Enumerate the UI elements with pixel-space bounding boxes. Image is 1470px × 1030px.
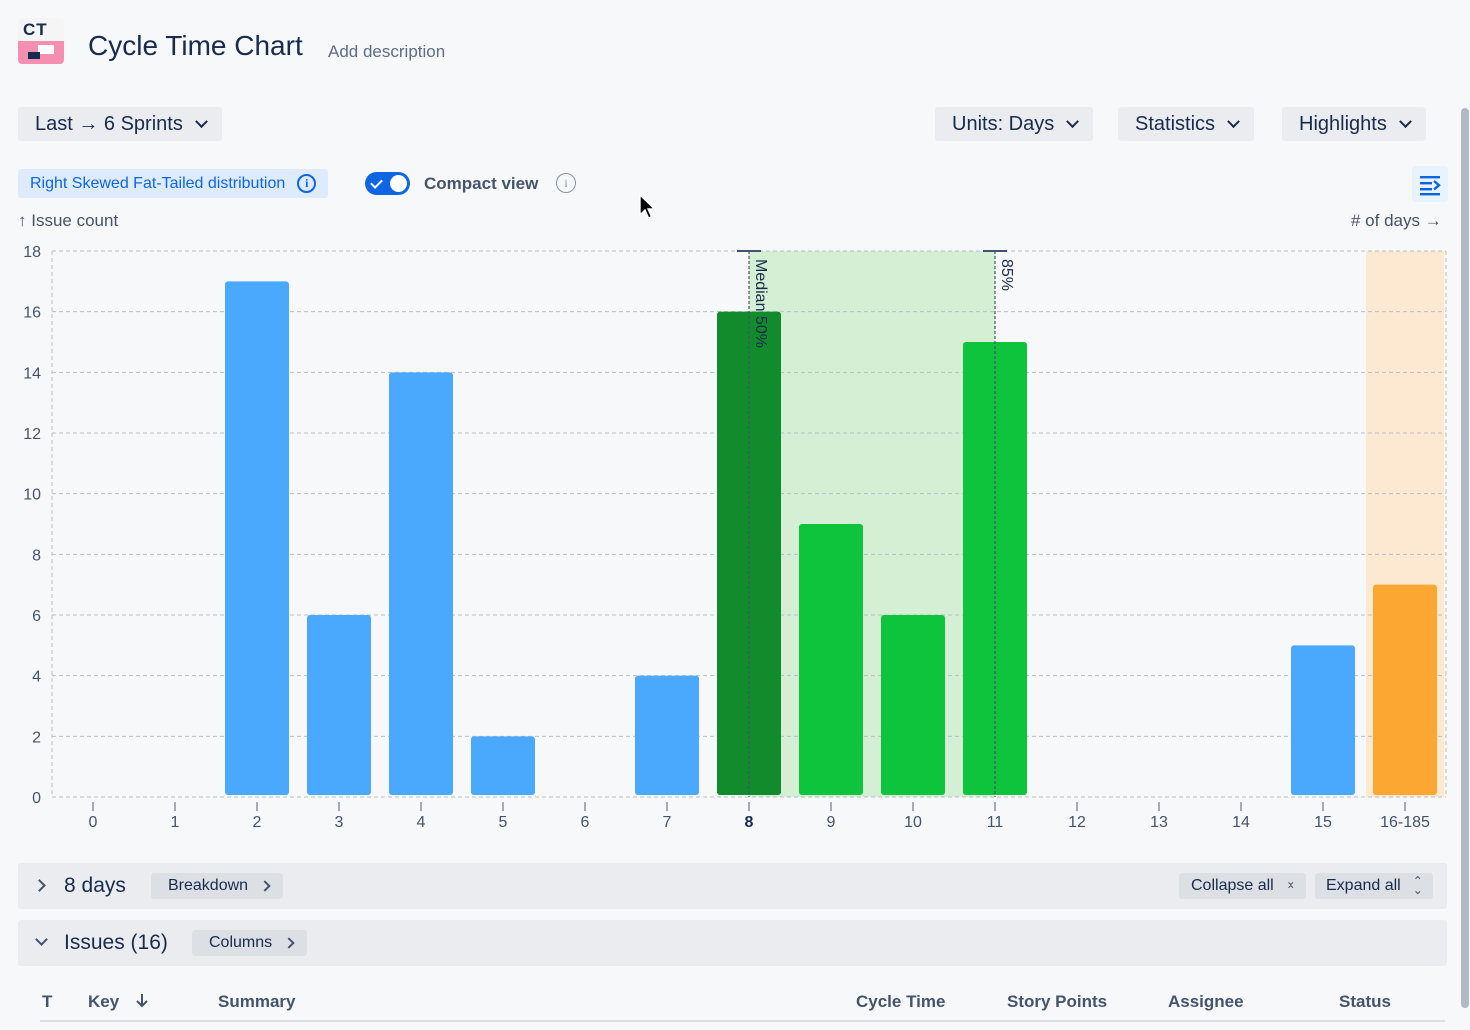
units-label: Units: Days xyxy=(952,112,1055,135)
col-header-assignee[interactable]: Assignee xyxy=(1168,992,1244,1011)
breakdown-button-label: Breakdown xyxy=(168,877,249,894)
x-tick-label: 16-185 xyxy=(1380,814,1430,831)
sprint-range-dropdown[interactable]: Last → 6 Sprints xyxy=(18,107,222,141)
bar-5 xyxy=(471,736,535,795)
chevron-right-icon xyxy=(283,937,295,949)
panel-list-icon xyxy=(1420,176,1441,196)
col-header-summary[interactable]: Summary xyxy=(218,992,296,1011)
chevron-down-icon[interactable] xyxy=(35,933,48,946)
issues-row[interactable]: Issues (16) Columns xyxy=(18,920,1447,966)
bar-15 xyxy=(1291,645,1355,795)
check-icon xyxy=(370,176,383,189)
highlights-dropdown[interactable]: Highlights xyxy=(1282,107,1426,141)
y-tick-label: 14 xyxy=(23,365,41,382)
chevron-down-icon xyxy=(1227,114,1240,128)
x-tick-label: 15 xyxy=(1314,814,1332,831)
y-tick-label: 18 xyxy=(23,244,41,261)
x-tick-label: 0 xyxy=(89,814,98,831)
bar-10 xyxy=(881,615,945,795)
x-tick-label: 1 xyxy=(171,814,180,831)
marker-label: Median 50% xyxy=(752,259,769,348)
x-tick-label: 7 xyxy=(663,814,672,831)
y-tick-label: 2 xyxy=(32,729,41,746)
collapse-icon: ⌄ ⌃ xyxy=(1285,874,1296,897)
info-icon[interactable]: i xyxy=(556,173,576,193)
statistics-dropdown[interactable]: Statistics xyxy=(1118,107,1255,141)
collapse-all-button[interactable]: Collapse all ⌄ ⌃ xyxy=(1179,873,1306,899)
y-tick-label: 0 xyxy=(32,790,41,807)
expand-all-label: Expand all xyxy=(1326,877,1401,894)
columns-button-label: Columns xyxy=(209,934,273,951)
x-tick-label: 11 xyxy=(987,814,1004,831)
breakdown-row[interactable]: 8 days Breakdown Collapse all ⌄ ⌃ Expand … xyxy=(18,863,1447,909)
expand-all-button[interactable]: Expand all ⌃ ⌄ xyxy=(1315,873,1433,899)
chevron-down-icon xyxy=(194,114,208,128)
x-tick-label: 9 xyxy=(827,814,836,831)
collapse-all-label: Collapse all xyxy=(1191,877,1274,894)
breakdown-button[interactable]: Breakdown xyxy=(151,873,284,899)
page-scrollbar[interactable] xyxy=(1461,108,1469,1008)
y-tick-label: 4 xyxy=(32,669,41,686)
x-tick-label: 12 xyxy=(1068,814,1086,831)
x-tick-label: 10 xyxy=(904,814,922,831)
side-panel-button[interactable] xyxy=(1412,166,1448,202)
y-tick-label: 12 xyxy=(23,426,41,443)
compact-view-label: Compact view xyxy=(424,174,539,193)
table-header-divider xyxy=(40,1020,1445,1022)
bar-9 xyxy=(799,524,863,795)
chevron-right-icon[interactable] xyxy=(33,879,46,892)
compact-view-toggle[interactable] xyxy=(365,172,410,195)
bar-4 xyxy=(389,372,453,795)
chevron-right-icon xyxy=(259,880,271,892)
units-dropdown[interactable]: Units: Days xyxy=(935,107,1094,141)
y-tick-label: 8 xyxy=(32,547,41,564)
sort-down-icon[interactable] xyxy=(135,993,149,1009)
col-header-type[interactable]: T xyxy=(42,992,53,1011)
bar-16-185 xyxy=(1373,584,1437,795)
x-tick-label: 3 xyxy=(335,814,344,831)
x-tick-label: 14 xyxy=(1232,814,1250,831)
highlights-label: Highlights xyxy=(1299,112,1387,135)
mouse-cursor-icon xyxy=(639,194,656,219)
y-tick-label: 16 xyxy=(23,305,41,322)
chevron-down-icon xyxy=(1398,114,1412,128)
y-tick-label: 10 xyxy=(23,487,41,504)
distribution-label: Right Skewed Fat-Tailed distribution xyxy=(30,174,286,192)
y-tick-label: 6 xyxy=(32,608,41,625)
x-axis-label: # of days → xyxy=(1351,211,1442,230)
x-tick-label: 13 xyxy=(1150,814,1168,831)
issues-count-label: Issues (16) xyxy=(64,931,168,954)
col-header-status[interactable]: Status xyxy=(1339,992,1391,1011)
col-header-cycle-time[interactable]: Cycle Time xyxy=(856,992,946,1011)
marker-label: 85% xyxy=(998,259,1015,291)
info-icon[interactable]: i xyxy=(297,174,317,193)
statistics-label: Statistics xyxy=(1135,112,1216,135)
add-description-link[interactable]: Add description xyxy=(328,42,446,61)
breakdown-days-label: 8 days xyxy=(64,874,126,897)
logo-text: CT xyxy=(23,20,48,39)
col-header-key[interactable]: Key xyxy=(88,992,120,1011)
chevron-down-icon xyxy=(1066,114,1080,128)
columns-button[interactable]: Columns xyxy=(192,930,308,956)
x-tick-label: 4 xyxy=(417,814,426,831)
x-tick-label: 6 xyxy=(581,814,590,831)
distribution-badge[interactable]: Right Skewed Fat-Tailed distribution i xyxy=(18,169,329,198)
x-tick-label: 5 xyxy=(499,814,508,831)
x-tick-label: 8 xyxy=(745,814,754,831)
app-logo: CT xyxy=(18,18,64,64)
y-axis-label: ↑ Issue count xyxy=(18,211,119,230)
bar-2 xyxy=(225,281,289,795)
percentile-band xyxy=(749,251,995,797)
page-title: Cycle Time Chart xyxy=(88,30,303,61)
bar-7 xyxy=(635,675,699,795)
bar-3 xyxy=(307,615,371,795)
col-header-story-points[interactable]: Story Points xyxy=(1007,992,1108,1011)
sprint-range-label: Last → 6 Sprints xyxy=(35,112,183,135)
expand-icon: ⌃ ⌄ xyxy=(1412,874,1423,897)
x-tick-label: 2 xyxy=(253,814,262,831)
